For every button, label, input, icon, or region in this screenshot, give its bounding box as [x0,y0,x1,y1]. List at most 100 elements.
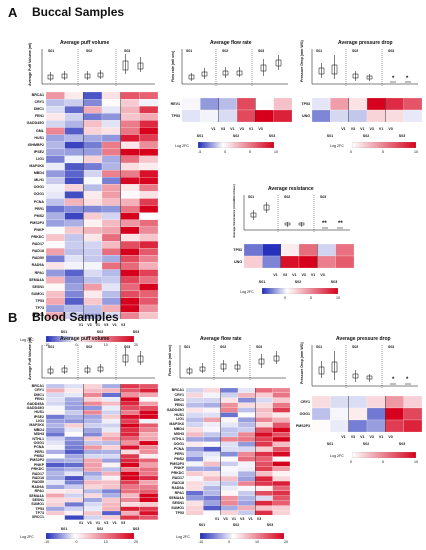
heatmap-cell [83,515,103,520]
gene-label: HUS1 [34,135,44,140]
heatmap-cell [237,466,256,472]
gene-label: PCNA [173,446,184,451]
heatmap-cell [120,92,140,100]
heatmap-cell [83,388,103,393]
heatmap-cell [101,226,121,235]
heatmap-cell [220,510,239,516]
heatmap-cell [83,432,103,437]
blood-flow-bottom-s02: S02 [232,523,240,527]
heatmap-cell [83,184,103,192]
heatmap-cell [120,169,140,178]
heatmap-cell [101,141,121,149]
gene-label: TP73 [35,511,44,516]
heatmap-cell [120,510,140,516]
heatmap-cell [64,290,84,299]
heatmap-cell [335,244,354,257]
heatmap-cell [64,410,84,415]
heatmap-cell [46,489,65,494]
heatmap-cell [255,485,273,492]
heatmap-cell [237,471,256,477]
heatmap-cell [237,500,256,506]
heatmap-cell [255,495,273,501]
heatmap-cell [46,212,65,220]
heatmap-cell [255,402,273,408]
heatmap-cell [186,461,204,467]
heatmap-cell [83,458,103,463]
gene-label: PMS2P3 [29,458,44,463]
heatmap-cell [83,475,103,481]
gene-label: TP53 [301,102,310,106]
heatmap-cell [120,493,140,498]
heatmap-cell [46,449,65,455]
heatmap-cell [46,134,65,142]
heatmap-cell [139,312,158,320]
buccal-flow-heatmap: REV1 TP53 [166,98,292,124]
heatmap-cell [83,384,103,389]
heatmap-cell [120,205,140,213]
gene-label: PER1 [34,206,44,211]
heatmap-cell [237,451,256,457]
heatmap-cell [83,177,103,185]
heatmap-cell [186,392,204,398]
heatmap-cell [64,423,84,428]
blood-puff-visits: V1 V3 V1 V3 V1 V3 [78,521,126,525]
heatmap-cell [139,510,158,516]
heatmap-cell [120,458,140,463]
heatmap-cell [46,219,65,228]
heatmap-cell [46,462,65,468]
gene-label: TP53 [233,248,242,252]
heatmap-cell [64,397,84,402]
heatmap-cell [120,262,140,270]
heatmap-cell [244,255,263,268]
heatmap-cell [403,396,422,409]
heatmap-cell [83,255,103,263]
heatmap-cell [203,500,221,506]
heatmap-cell [139,432,158,437]
heatmap-cell [101,489,121,494]
heatmap-cell [186,495,204,501]
heatmap-cell [83,92,103,100]
gene-label: NTHL1 [172,437,184,441]
heatmap-cell [139,248,158,256]
buccal-resistance-bottom-s01: S01 [258,280,266,284]
heatmap-cell [83,467,103,472]
heatmap-cell [348,98,368,111]
heatmap-cell [101,127,121,135]
heatmap-cell [403,407,422,421]
heatmap-cell [64,276,84,284]
gene-label: MBD4 [173,427,184,432]
heatmap-cell [46,510,65,516]
heatmap-cell [139,269,158,277]
heatmap-cell [272,461,290,467]
gene-label: SEMA4A [29,493,44,498]
heatmap-cell [101,276,121,284]
heatmap-cell [139,471,158,477]
heatmap-cell [83,414,103,420]
buccal-flow-log2fc: Log 2FC [175,144,189,148]
heatmap-cell [139,276,158,284]
heatmap-cell [203,402,221,408]
heatmap-cell [272,476,290,482]
heatmap-cell [272,490,290,496]
heatmap-cell [101,436,121,442]
heatmap-cell [182,98,201,111]
heatmap-cell [348,407,368,421]
heatmap-cell [237,495,256,501]
gene-label: PNKP [174,466,184,471]
heatmap-cell [262,255,281,268]
heatmap-cell [64,497,84,503]
heatmap-cell [139,458,158,463]
heatmap-cell [101,458,121,463]
heatmap-cell [83,401,103,407]
blood-pressure-bottom-s02: S02 [362,442,370,446]
heatmap-cell [46,497,65,503]
heatmap-cell [46,445,65,450]
gene-label: LIG1 [36,156,44,161]
blood-puff-title: Average puff volume [60,336,110,342]
buccal-resistance-boxplot [243,195,350,232]
heatmap-cell [186,388,204,394]
heatmap-cell [101,255,121,263]
heatmap-cell [101,388,121,393]
heatmap-cell [139,241,158,249]
heatmap-cell [139,106,158,114]
